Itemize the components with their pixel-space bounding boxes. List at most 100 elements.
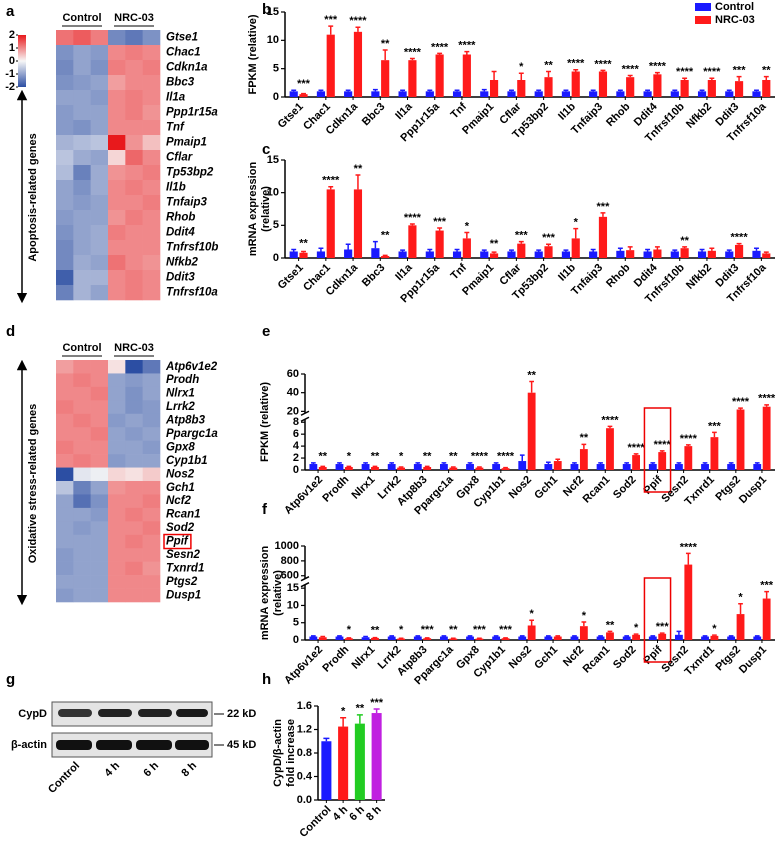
bar — [398, 91, 407, 97]
heatmap-cell — [90, 400, 109, 415]
row-label: Gpx8 — [166, 441, 195, 453]
size-label: 45 kD — [227, 739, 256, 751]
error-bar — [607, 425, 613, 429]
heatmap-cell — [73, 427, 91, 441]
significance: ** — [606, 619, 615, 631]
bar — [439, 636, 448, 640]
error-bar — [573, 227, 579, 239]
panel-label: g — [6, 671, 15, 688]
heatmap-cell — [125, 373, 143, 388]
bar — [710, 635, 719, 640]
bar — [658, 633, 667, 640]
significance: *** — [760, 580, 774, 592]
error-bar — [659, 450, 665, 453]
x-tick-label: Dusp1 — [737, 644, 769, 676]
error-bar — [454, 89, 460, 92]
error-bar — [738, 407, 743, 410]
error-bar — [529, 380, 534, 393]
error-bar — [415, 635, 421, 637]
heatmap-cell — [142, 225, 161, 241]
error-bar — [763, 251, 769, 254]
heatmap-cell — [125, 135, 143, 151]
heatmap-cell — [90, 386, 109, 401]
significance: *** — [433, 216, 447, 228]
bar — [381, 60, 390, 97]
heatmap-cell — [73, 75, 91, 91]
heatmap-cell — [108, 521, 126, 536]
heatmap-cell — [73, 373, 91, 388]
error-bar — [441, 635, 447, 637]
heatmap-cell — [56, 548, 74, 562]
error-bar — [454, 248, 460, 252]
highlight-box — [643, 577, 672, 663]
group-label: NRC-03 — [114, 12, 154, 24]
error-bar — [650, 635, 656, 637]
heatmap-cell — [125, 360, 143, 374]
heatmap-cell — [125, 386, 143, 401]
y-tick-label: 0.4 — [297, 770, 313, 782]
bar — [344, 91, 353, 97]
row-label: Ppp1r15a — [166, 107, 218, 119]
group-label: NRC-03 — [114, 342, 154, 354]
colorbar-tick-label: 2 — [9, 29, 15, 41]
heatmap-cell — [142, 454, 161, 468]
heatmap-cell — [56, 285, 74, 301]
y-tick-label: 0 — [293, 634, 299, 646]
error-bar — [328, 25, 334, 35]
significance: **** — [404, 212, 422, 224]
error-bar — [726, 89, 732, 92]
bar — [507, 251, 516, 258]
heatmap-cell — [125, 180, 143, 196]
colorbar-tick-label: -1 — [5, 68, 15, 80]
y-tick-label: 5 — [273, 219, 279, 231]
significance: **** — [349, 15, 367, 27]
heatmap-cell — [108, 270, 126, 286]
heatmap-cell — [108, 360, 126, 374]
band — [56, 740, 92, 750]
heatmap-cell — [90, 165, 109, 181]
legend-swatch — [695, 3, 711, 11]
heatmap-cell — [73, 210, 91, 226]
bar — [398, 251, 407, 258]
bar — [501, 638, 510, 640]
error-bar — [382, 254, 388, 257]
heatmap-cell — [125, 521, 143, 536]
bar — [606, 632, 614, 640]
heatmap-cell — [56, 481, 74, 495]
heatmap-cell — [142, 467, 161, 482]
bar — [622, 464, 631, 470]
error-bar — [372, 240, 378, 249]
heatmap-cell — [125, 494, 143, 509]
significance: ** — [544, 59, 553, 71]
y-axis-title: CypD/β-actin — [272, 719, 284, 787]
heatmap-cell — [90, 180, 109, 196]
error-bar — [409, 57, 415, 61]
error-bar — [726, 249, 732, 252]
x-tick-label: Nlrx1 — [350, 644, 378, 672]
heatmap-cell — [125, 561, 143, 576]
y-tick-label: 20 — [287, 405, 299, 417]
heatmap-cell — [56, 360, 74, 374]
heatmap-cell — [125, 30, 143, 46]
error-bar — [464, 50, 470, 55]
bar — [371, 713, 382, 800]
bar — [579, 626, 588, 640]
heatmap-cell — [125, 75, 143, 91]
y-tick-label: 10 — [267, 187, 279, 199]
bar — [353, 189, 363, 258]
error-bar — [323, 737, 330, 742]
error-bar — [301, 250, 306, 253]
bar — [518, 461, 527, 470]
bar — [423, 467, 432, 470]
bar — [734, 244, 744, 258]
blot: CypD β-actin 22 kD 45 kD Control 4 h 6 h… — [11, 701, 256, 796]
row-label: Dusp1 — [166, 589, 201, 601]
significance: ** — [490, 238, 499, 250]
heatmap-cell — [142, 285, 161, 301]
error-bar — [509, 89, 514, 92]
bar — [571, 238, 580, 258]
bar — [435, 230, 444, 258]
y-tick-label: 15 — [267, 154, 279, 166]
bar — [589, 251, 598, 258]
heatmap-cell — [142, 90, 161, 106]
